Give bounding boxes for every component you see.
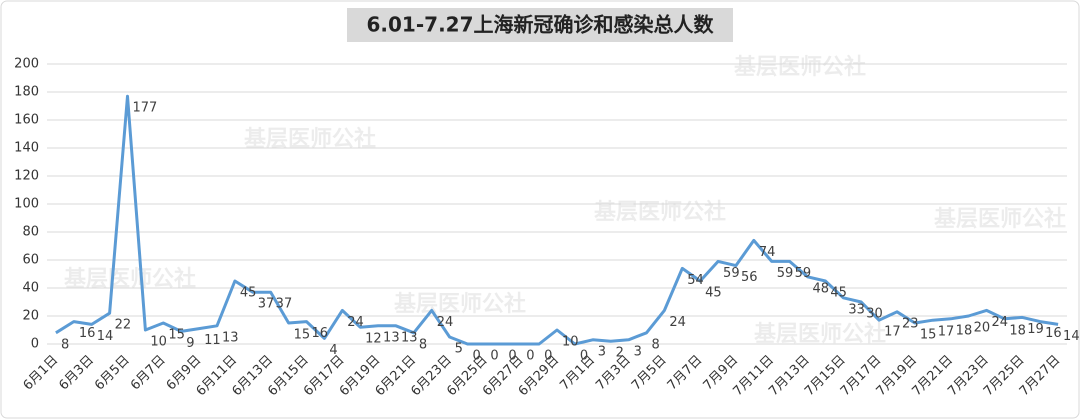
data-label: 10	[150, 335, 167, 350]
data-label: 0	[580, 349, 588, 364]
data-label: 48	[813, 281, 830, 296]
data-label: 15	[168, 328, 185, 343]
data-label: 3	[634, 344, 642, 359]
data-label: 19	[1027, 322, 1044, 337]
data-label: 11	[204, 333, 221, 348]
chart-title: 6.01-7.27上海新冠确诊和感染总人数	[367, 13, 715, 37]
data-label: 16	[311, 326, 328, 341]
watermark: 基层医师公社	[734, 54, 866, 80]
data-label: 15	[920, 328, 937, 343]
data-label: 14	[1063, 329, 1080, 344]
data-label: 74	[759, 245, 776, 260]
y-tick-label: 60	[22, 253, 39, 268]
data-label: 17	[884, 325, 901, 340]
data-label: 59	[795, 266, 812, 281]
data-label: 45	[705, 286, 722, 301]
data-label: 33	[848, 302, 865, 317]
watermark: 基层医师公社	[754, 321, 886, 347]
y-tick-label: 140	[14, 141, 39, 156]
data-label: 8	[651, 337, 659, 352]
data-label: 13	[222, 330, 239, 345]
data-label: 18	[956, 323, 973, 338]
data-label: 16	[79, 326, 96, 341]
data-label: 13	[401, 330, 418, 345]
data-label: 59	[777, 266, 794, 281]
data-label: 59	[723, 266, 740, 281]
data-label: 13	[383, 330, 400, 345]
y-tick-label: 120	[14, 169, 39, 184]
y-tick-label: 0	[31, 337, 39, 352]
y-tick-label: 160	[14, 113, 39, 128]
data-label: 20	[974, 321, 991, 336]
data-label: 24	[669, 315, 686, 330]
data-label: 12	[365, 332, 382, 347]
y-tick-label: 100	[14, 197, 39, 212]
data-label: 0	[508, 349, 516, 364]
data-label: 8	[61, 337, 69, 352]
data-label: 37	[258, 297, 275, 312]
data-label: 23	[902, 316, 919, 331]
data-label: 37	[276, 297, 293, 312]
data-label: 2	[616, 346, 624, 361]
data-label: 30	[866, 307, 883, 322]
data-label: 24	[991, 315, 1008, 330]
y-tick-label: 180	[14, 85, 39, 100]
data-label: 9	[186, 336, 194, 351]
data-label: 8	[419, 337, 427, 352]
data-label: 16	[1045, 326, 1062, 341]
data-label: 24	[347, 315, 364, 330]
data-label: 45	[240, 286, 257, 301]
data-label: 0	[526, 349, 534, 364]
data-label: 15	[294, 328, 311, 343]
watermark: 基层医师公社	[934, 206, 1066, 232]
data-label: 54	[687, 273, 704, 288]
data-label: 56	[741, 270, 758, 285]
data-label: 0	[544, 349, 552, 364]
data-label: 4	[329, 343, 337, 358]
y-tick-label: 200	[14, 57, 39, 72]
watermark: 基层医师公社	[594, 199, 726, 225]
title-background	[347, 8, 733, 42]
data-label: 3	[598, 344, 606, 359]
data-label: 45	[830, 286, 847, 301]
data-label: 5	[455, 342, 463, 357]
data-line	[55, 94, 1059, 346]
data-label: 0	[473, 349, 481, 364]
watermark: 基层医师公社	[394, 291, 526, 317]
data-label: 10	[562, 335, 579, 350]
y-tick-label: 20	[22, 309, 39, 324]
data-label: 0	[490, 349, 498, 364]
data-label: 177	[133, 101, 158, 116]
y-tick-label: 40	[22, 281, 39, 296]
y-tick-label: 80	[22, 225, 39, 240]
data-label: 17	[938, 325, 955, 340]
data-label: 24	[437, 315, 454, 330]
data-label: 22	[115, 318, 132, 333]
data-label: 18	[1009, 323, 1026, 338]
data-label: 14	[97, 329, 114, 344]
